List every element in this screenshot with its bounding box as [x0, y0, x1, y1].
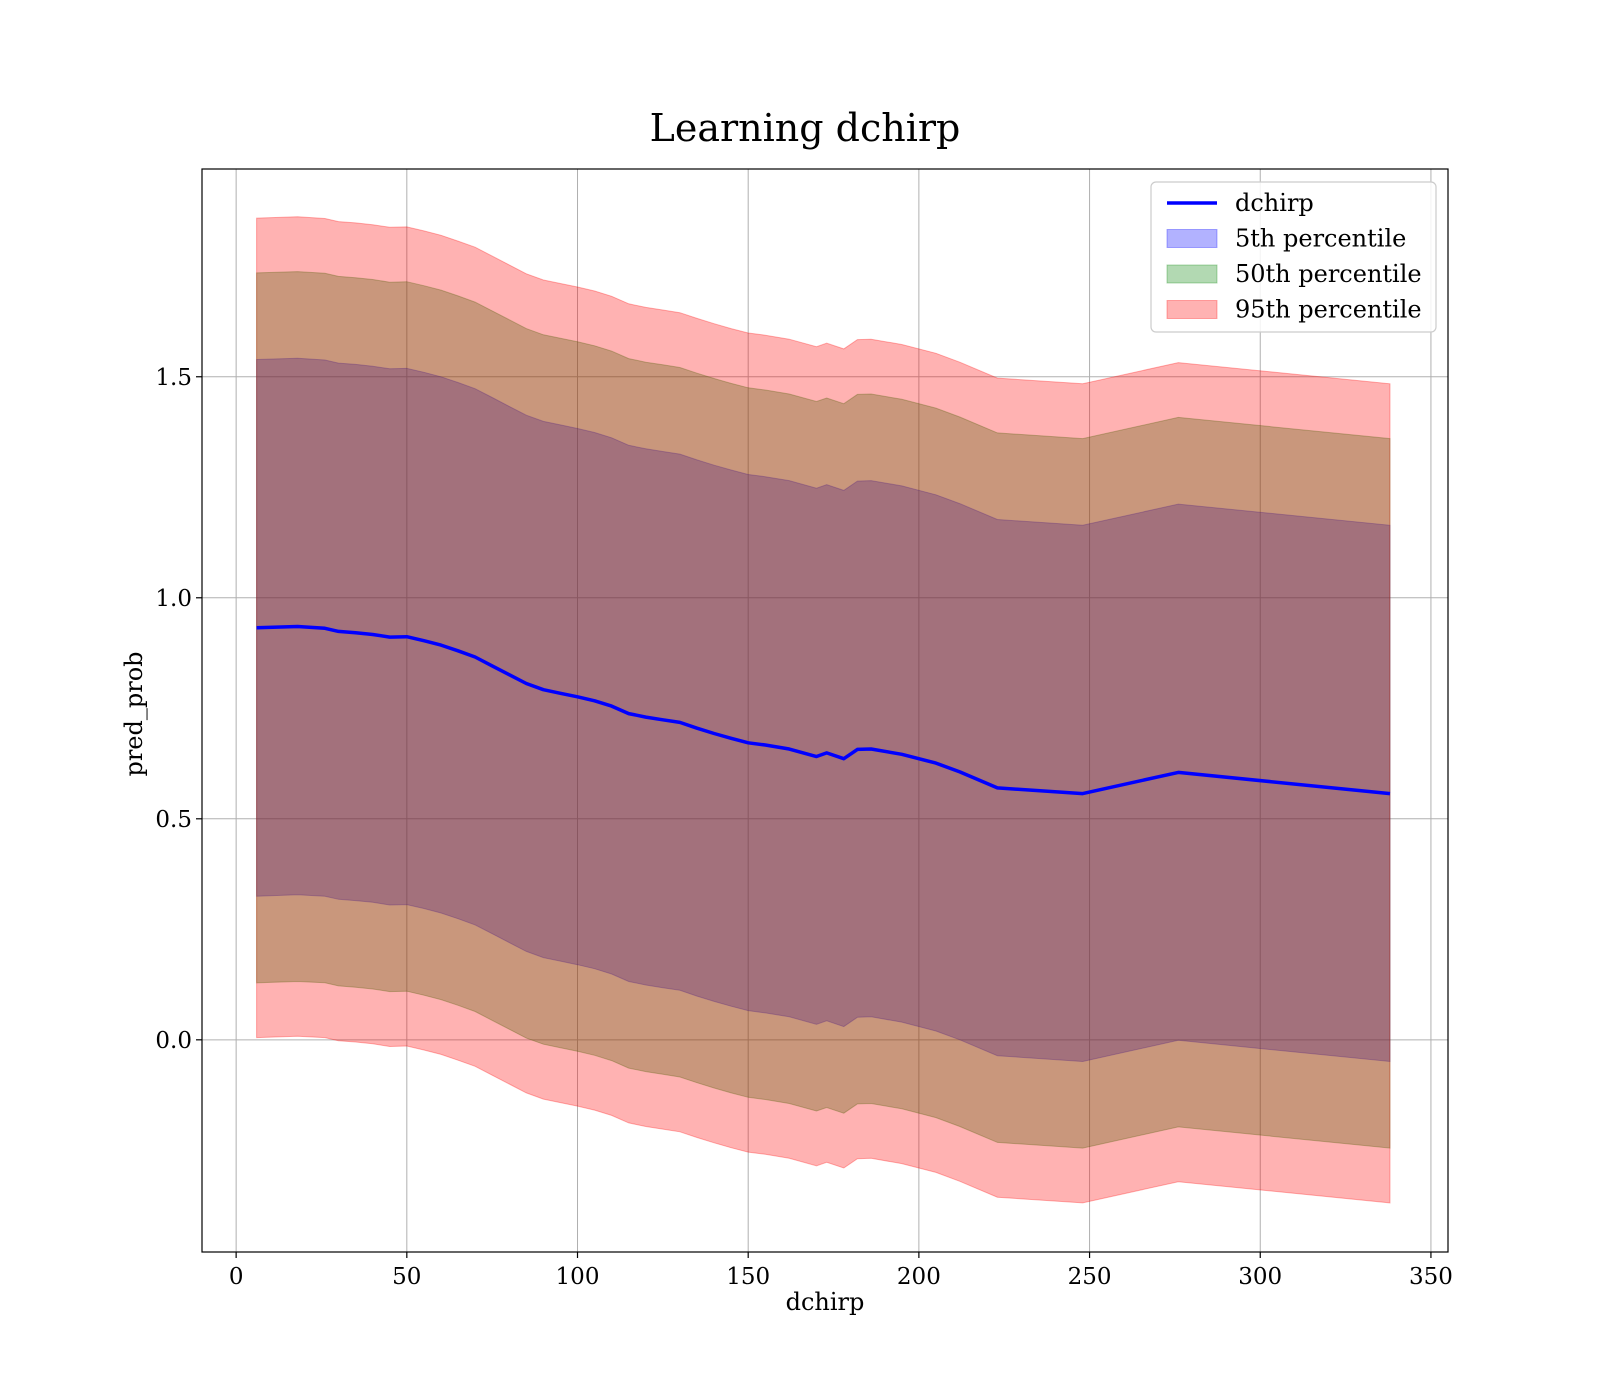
legend-entry: dchirp	[1167, 189, 1314, 217]
chart-title: Learning dchirp	[650, 106, 961, 150]
y-axis-label: pred_prob	[120, 651, 148, 776]
x-tick-label: 150	[726, 1264, 770, 1290]
legend-swatch	[1166, 300, 1218, 319]
band-95th-percentile	[256, 216, 1391, 1204]
legend: dchirp 5th percentile 50th percentile 95th …	[1150, 181, 1437, 333]
legend-entry: 5th percentile	[1166, 225, 1406, 253]
x-tick-label: 300	[1238, 1264, 1282, 1290]
legend-label: 95th percentile	[1235, 296, 1422, 324]
line-layer	[256, 624, 1391, 796]
legend-label: dchirp	[1235, 189, 1314, 217]
series-line-dchirp	[256, 624, 1391, 796]
x-axis-label: dchirp	[786, 1288, 865, 1316]
y-tick-label: 1.0	[155, 586, 192, 612]
legend-label: 5th percentile	[1235, 225, 1406, 253]
x-tick-label: 250	[1068, 1264, 1112, 1290]
legend-label: 50th percentile	[1235, 260, 1422, 288]
legend-frame	[1150, 181, 1437, 333]
y-tick-label: 0.0	[155, 1028, 192, 1054]
legend-entry: 95th percentile	[1166, 296, 1422, 324]
x-tick-label: 0	[229, 1264, 244, 1290]
x-tick-label: 350	[1409, 1264, 1453, 1290]
legend-entry: 50th percentile	[1166, 260, 1422, 288]
legend-swatch	[1166, 229, 1218, 248]
percentile-bands	[256, 216, 1391, 1204]
plot-area-frame	[201, 168, 1449, 1253]
x-tick-label: 100	[556, 1264, 600, 1290]
y-axis-ticks: 0.0 0.5 1.0 1.5	[155, 365, 202, 1054]
band-5th-percentile	[256, 357, 1391, 1063]
x-tick-label: 50	[392, 1264, 421, 1290]
legend-swatch	[1166, 264, 1218, 284]
legend-entries: dchirp 5th percentile 50th percentile 95th …	[1166, 189, 1422, 324]
x-axis-ticks: 0 50 100 150 200 250 300 350	[229, 1252, 1453, 1290]
y-tick-label: 1.5	[155, 365, 192, 391]
grid	[202, 169, 1448, 1252]
band-50th-percentile	[256, 271, 1391, 1149]
y-tick-label: 0.5	[155, 807, 192, 833]
x-tick-label: 200	[897, 1264, 941, 1290]
